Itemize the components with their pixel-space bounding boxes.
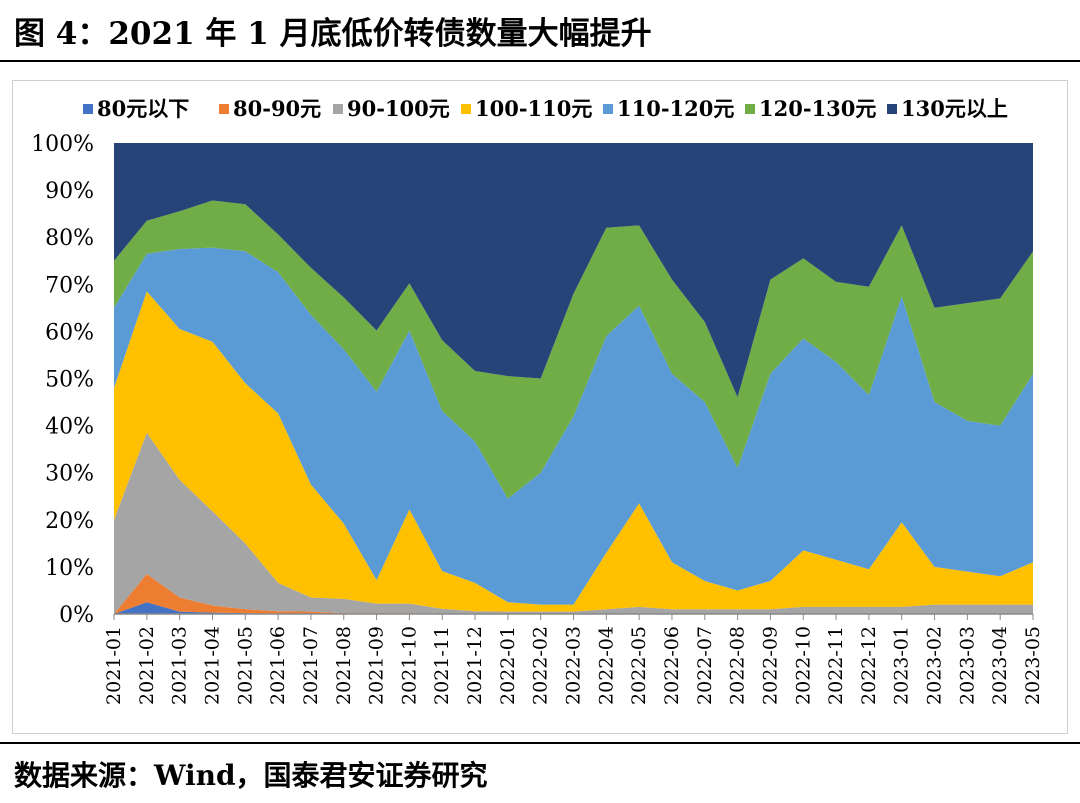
x-tick-label: 2021-06 [267, 626, 289, 705]
legend-label: 130元以上 [901, 96, 1008, 121]
x-tick-label: 2022-01 [497, 626, 519, 705]
x-tick-label: 2023-03 [956, 626, 978, 705]
x-tick-label: 2022-03 [563, 626, 585, 705]
series-4-area [114, 247, 1033, 605]
x-tick-label: 2021-08 [333, 626, 355, 705]
legend-label: 120-130元 [759, 96, 876, 121]
legend-swatch [887, 104, 897, 114]
x-tick-label: 2022-07 [694, 626, 716, 705]
x-tick-label: 2022-05 [628, 626, 650, 705]
x-tick-label: 2023-01 [891, 626, 913, 705]
legend-swatch [745, 104, 755, 114]
series-6-area [114, 143, 1033, 398]
series-5-area [114, 200, 1033, 499]
legend-swatch [603, 104, 613, 114]
series-3-area [114, 291, 1033, 612]
x-tick-label: 2021-09 [366, 626, 388, 705]
x-tick-label: 2021-01 [103, 626, 125, 705]
stacked-area-chart: 0% 10% 20% 30% 40% 50% 60% 70% 80% 90% 100% 2021-0… [31, 96, 1044, 705]
y-tick-label: 50% [45, 368, 94, 393]
legend-label: 100-110元 [475, 96, 592, 121]
source-rule [0, 742, 1080, 744]
x-tick-label: 2022-08 [727, 626, 749, 705]
x-tick-label: 2021-11 [431, 626, 453, 705]
y-tick-label: 80% [45, 226, 94, 251]
x-tick-label: 2022-09 [759, 626, 781, 705]
x-tick-label: 2023-05 [1022, 626, 1044, 705]
title-rule [0, 60, 1080, 62]
legend-swatch [333, 104, 343, 114]
x-tick-label: 2022-11 [825, 626, 847, 705]
figure-title: 图 4：2021 年 1 月底低价转债数量大幅提升 [14, 16, 652, 52]
legend-label: 80元以下 [97, 96, 189, 121]
x-tick-label: 2021-12 [464, 626, 486, 705]
y-axis-ticks: 0% 10% 20% 30% 40% 50% 60% 70% 80% 90% 100% [31, 132, 94, 628]
x-tick-label: 2021-04 [201, 626, 223, 705]
legend: 80元以下 80-90元 90-100元 100-110元 110-120元 120-13… [83, 96, 1008, 121]
legend-label: 90-100元 [347, 96, 450, 121]
series-0-area [114, 602, 1033, 614]
data-source: 数据来源：Wind，国泰君安证券研究 [14, 759, 488, 792]
y-tick-label: 30% [45, 462, 94, 487]
y-tick-label: 20% [45, 509, 94, 534]
x-tick-label: 2023-02 [924, 626, 946, 705]
x-tick-label: 2021-05 [234, 626, 256, 705]
series-1-area [114, 574, 1033, 614]
x-tick-label: 2021-07 [300, 626, 322, 705]
y-tick-label: 90% [45, 179, 94, 204]
series-2-area [114, 432, 1033, 614]
x-tick-label: 2021-10 [398, 626, 420, 705]
series-areas [114, 143, 1033, 614]
x-tick-label: 2022-06 [661, 626, 683, 705]
x-tick-label: 2022-04 [595, 626, 617, 705]
y-tick-label: 40% [45, 415, 94, 440]
y-tick-label: 100% [31, 132, 94, 157]
x-tick-label: 2023-04 [989, 626, 1011, 705]
x-tick-label: 2022-10 [792, 626, 814, 705]
legend-label: 80-90元 [233, 96, 321, 121]
legend-swatch [219, 104, 229, 114]
x-tick-label: 2021-03 [169, 626, 191, 705]
chart-panel [12, 80, 1068, 734]
legend-swatch [461, 104, 471, 114]
x-tick-label: 2021-02 [136, 626, 158, 705]
x-tick-label: 2022-12 [858, 626, 880, 705]
x-axis-ticks: 2021-01 2021-02 2021-03 2021-04 2021-05 2021-… [103, 614, 1044, 705]
x-tick-label: 2022-02 [530, 626, 552, 705]
y-tick-label: 0% [59, 603, 94, 628]
legend-swatch [83, 104, 93, 114]
y-tick-label: 10% [45, 556, 94, 581]
y-tick-label: 70% [45, 273, 94, 298]
legend-label: 110-120元 [617, 96, 734, 121]
y-tick-label: 60% [45, 320, 94, 345]
